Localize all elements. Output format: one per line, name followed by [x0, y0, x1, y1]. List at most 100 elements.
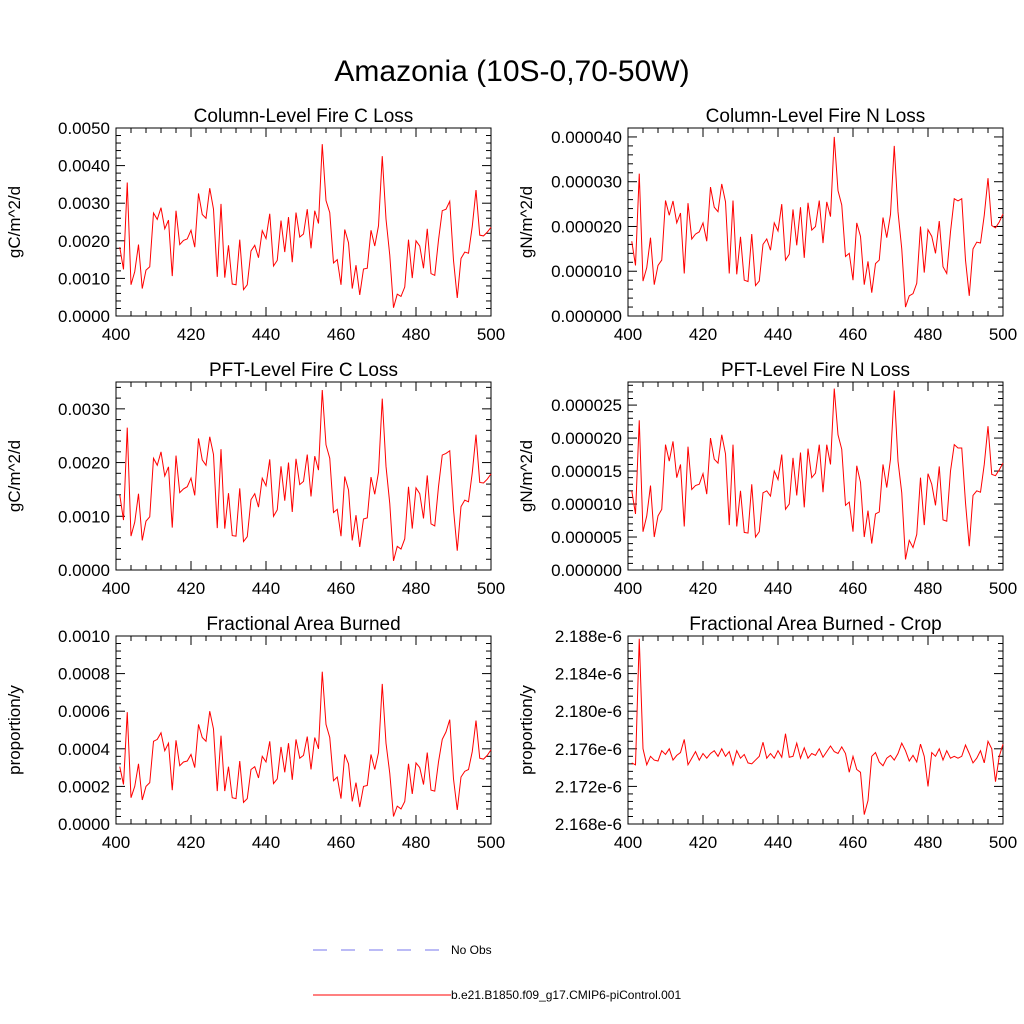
x-tick-label: 420 — [689, 579, 717, 598]
chart-panel-4: PFT-Level Fire N Loss gN/m^2/d 400 420 440 46… — [517, 360, 1017, 598]
x-tick-label: 460 — [839, 325, 867, 344]
x-tick-label: 400 — [102, 833, 130, 852]
plot-frame — [627, 127, 1004, 317]
x-tick-label: 460 — [839, 833, 867, 852]
series-line — [119, 144, 492, 308]
y-tick-label: 0.0008 — [58, 665, 110, 684]
chart-panel-5: Fractional Area Burned proportion/y 400 420… — [5, 614, 505, 852]
y-tick-label: 0.000010 — [551, 495, 622, 514]
legend: No Obs b.e21.B1850.f09_g17.CMIP6-piContr… — [313, 943, 681, 1002]
y-tick-label: 0.000020 — [551, 429, 622, 448]
x-tick-label: 440 — [764, 325, 792, 344]
x-tick-label: 480 — [402, 579, 430, 598]
y-tick-label: 0.0010 — [58, 269, 110, 288]
x-tick-label: 420 — [177, 325, 205, 344]
x-tick-label: 400 — [102, 579, 130, 598]
y-axis-label: gC/m^2/d — [5, 440, 24, 512]
x-tick-label: 460 — [327, 579, 355, 598]
y-axis-label: gN/m^2/d — [517, 440, 536, 512]
x-tick-label: 440 — [252, 579, 280, 598]
legend-no-obs-label: No Obs — [451, 943, 492, 957]
y-tick-label: 0.000010 — [551, 262, 622, 281]
y-tick-label: 0.000005 — [551, 528, 622, 547]
panel-title: PFT-Level Fire C Loss — [209, 360, 398, 381]
plot-frame — [627, 635, 1004, 825]
x-tick-label: 460 — [839, 579, 867, 598]
y-tick-label: 2.168e-6 — [555, 815, 622, 834]
chart-panels: Column-Level Fire C Loss gC/m^2/d 400 420 44… — [5, 106, 1017, 852]
x-tick-label: 420 — [689, 833, 717, 852]
x-tick-label: 480 — [402, 833, 430, 852]
y-axis-label: proportion/y — [517, 685, 536, 775]
y-tick-label: 2.180e-6 — [555, 702, 622, 721]
series-line — [631, 638, 1004, 815]
x-tick-label: 500 — [477, 833, 505, 852]
y-tick-label: 0.000020 — [551, 217, 622, 236]
plot-frame — [115, 381, 492, 571]
y-tick-label: 2.176e-6 — [555, 740, 622, 759]
x-tick-label: 460 — [327, 325, 355, 344]
x-tick-label: 400 — [614, 325, 642, 344]
y-tick-label: 0.0010 — [58, 627, 110, 646]
chart-panel-6: Fractional Area Burned - Crop proportion/… — [517, 614, 1017, 852]
y-tick-label: 0.000000 — [551, 307, 622, 326]
chart-panel-1: Column-Level Fire C Loss gC/m^2/d 400 420 44… — [5, 106, 505, 344]
y-tick-label: 0.0002 — [58, 777, 110, 796]
plot-frame — [627, 381, 1004, 571]
panel-title: Column-Level Fire C Loss — [194, 106, 414, 127]
y-tick-label: 0.0020 — [58, 232, 110, 251]
legend-series-label: b.e21.B1850.f09_g17.CMIP6-piControl.001 — [451, 988, 681, 1002]
panel-title: Column-Level Fire N Loss — [706, 106, 926, 127]
y-tick-label: 0.0000 — [58, 307, 110, 326]
x-tick-label: 480 — [914, 579, 942, 598]
panel-title: PFT-Level Fire N Loss — [721, 360, 910, 381]
series-line — [119, 390, 492, 561]
y-tick-label: 0.0004 — [58, 740, 110, 759]
y-tick-label: 2.184e-6 — [555, 665, 622, 684]
x-tick-label: 420 — [177, 579, 205, 598]
x-tick-label: 440 — [252, 325, 280, 344]
series-line — [631, 388, 1004, 560]
y-tick-label: 0.0030 — [58, 400, 110, 419]
x-tick-label: 440 — [764, 579, 792, 598]
x-tick-label: 500 — [989, 325, 1017, 344]
y-axis-label: proportion/y — [5, 685, 24, 775]
x-tick-label: 440 — [252, 833, 280, 852]
y-tick-label: 0.0040 — [58, 157, 110, 176]
x-tick-label: 500 — [989, 579, 1017, 598]
x-tick-label: 400 — [614, 579, 642, 598]
y-tick-label: 0.0006 — [58, 702, 110, 721]
y-tick-label: 0.0050 — [58, 119, 110, 138]
panel-title: Fractional Area Burned — [206, 614, 400, 635]
y-tick-label: 0.0020 — [58, 454, 110, 473]
y-tick-label: 0.000000 — [551, 561, 622, 580]
y-tick-label: 0.000040 — [551, 128, 622, 147]
series-line — [119, 671, 492, 817]
x-tick-label: 420 — [177, 833, 205, 852]
x-tick-label: 460 — [327, 833, 355, 852]
x-tick-label: 400 — [614, 833, 642, 852]
x-tick-label: 400 — [102, 325, 130, 344]
series-line — [631, 136, 1004, 308]
chart-panel-3: PFT-Level Fire C Loss gC/m^2/d 400 420 440 46… — [5, 360, 505, 598]
x-tick-label: 480 — [914, 325, 942, 344]
y-axis-label: gN/m^2/d — [517, 186, 536, 258]
y-tick-label: 0.0010 — [58, 507, 110, 526]
y-tick-label: 0.0000 — [58, 561, 110, 580]
y-tick-label: 0.000025 — [551, 396, 622, 415]
y-tick-label: 2.172e-6 — [555, 777, 622, 796]
panel-title: Fractional Area Burned - Crop — [689, 614, 941, 635]
y-tick-label: 2.188e-6 — [555, 627, 622, 646]
y-tick-label: 0.0030 — [58, 194, 110, 213]
y-tick-label: 0.000030 — [551, 173, 622, 192]
x-tick-label: 500 — [477, 579, 505, 598]
figure-title: Amazonia (10S-0,70-50W) — [334, 55, 689, 88]
chart-panel-2: Column-Level Fire N Loss gN/m^2/d 400 420 44… — [517, 106, 1017, 344]
plot-frame — [115, 127, 492, 317]
x-tick-label: 440 — [764, 833, 792, 852]
x-tick-label: 500 — [989, 833, 1017, 852]
y-axis-label: gC/m^2/d — [5, 186, 24, 258]
x-tick-label: 500 — [477, 325, 505, 344]
plot-frame — [115, 635, 492, 825]
